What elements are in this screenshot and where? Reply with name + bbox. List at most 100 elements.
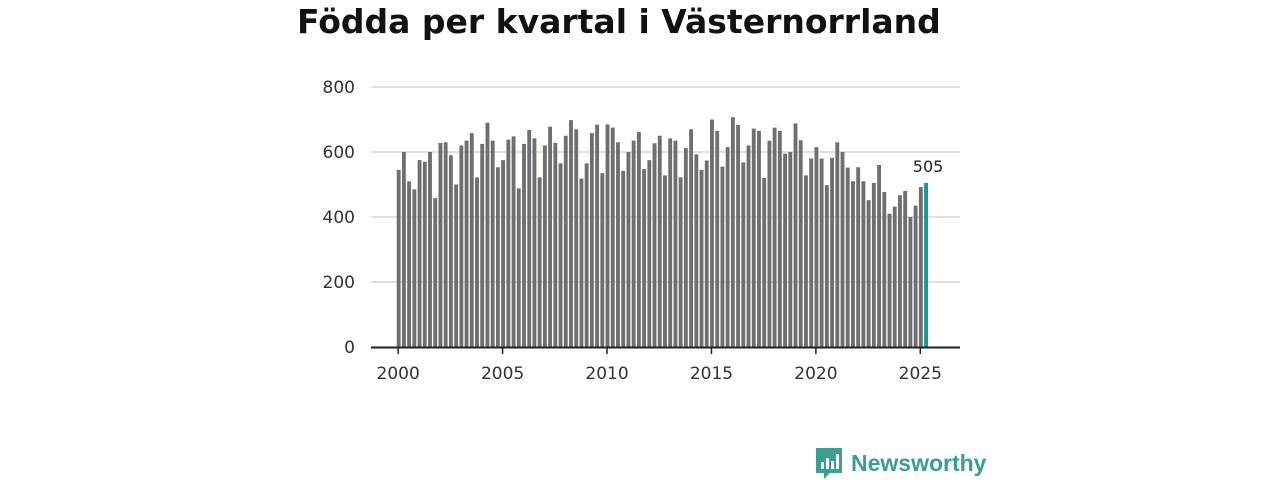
bar xyxy=(417,160,422,347)
bar-highlight xyxy=(924,182,928,347)
bar xyxy=(704,160,709,347)
bar xyxy=(715,130,720,347)
bar xyxy=(548,126,553,348)
bars xyxy=(396,117,928,348)
bar xyxy=(595,124,600,347)
bar xyxy=(501,160,506,347)
tick-labels: 0 200 400 600 800 505 2000 2005 2010 2015 2020 2025 xyxy=(323,78,944,384)
bar xyxy=(527,129,532,347)
bar xyxy=(678,177,683,347)
y-tick-label: 400 xyxy=(323,208,355,228)
bar xyxy=(558,163,563,347)
y-tick-label: 0 xyxy=(344,338,355,358)
bar xyxy=(511,136,516,347)
bar xyxy=(605,124,610,347)
y-tick-label: 200 xyxy=(323,273,355,293)
bar xyxy=(631,140,636,347)
bar xyxy=(694,154,699,347)
bar xyxy=(448,155,453,347)
bar xyxy=(469,133,474,347)
bar xyxy=(824,185,829,347)
bar xyxy=(673,140,678,347)
bar xyxy=(772,127,777,347)
bar xyxy=(835,142,840,347)
bar xyxy=(710,119,714,347)
bar xyxy=(918,187,923,347)
bar xyxy=(819,158,824,347)
bar xyxy=(657,135,662,347)
bar xyxy=(647,160,652,347)
bar xyxy=(725,147,730,347)
bar xyxy=(699,169,704,347)
bar xyxy=(851,181,855,347)
bar xyxy=(428,152,432,347)
bar xyxy=(589,133,594,347)
bar xyxy=(636,131,641,347)
bar xyxy=(720,166,725,347)
x-tick-label: 2000 xyxy=(377,364,420,384)
bar xyxy=(532,138,537,347)
bar xyxy=(804,175,808,347)
brand-name: Newsworthy xyxy=(851,449,987,476)
bar xyxy=(563,135,568,347)
bar xyxy=(903,191,908,347)
y-tick-label: 600 xyxy=(323,143,355,163)
x-tick-label: 2025 xyxy=(899,364,942,384)
bar xyxy=(730,117,735,347)
bar xyxy=(809,158,814,347)
bar xyxy=(892,206,897,347)
bar xyxy=(459,145,464,347)
bar xyxy=(412,189,417,347)
bar xyxy=(777,130,782,347)
x-tick-label: 2010 xyxy=(585,364,628,384)
bar xyxy=(569,120,573,348)
bar xyxy=(495,167,500,347)
chart-title: Födda per kvartal i Västernorrland xyxy=(297,2,941,41)
bar xyxy=(689,129,694,347)
bar xyxy=(856,167,861,347)
bar xyxy=(845,167,850,347)
bar xyxy=(584,163,589,347)
bar xyxy=(887,213,892,347)
bar xyxy=(475,177,479,347)
bar xyxy=(798,140,803,347)
bar xyxy=(877,165,881,347)
bar xyxy=(438,142,443,347)
bar xyxy=(668,138,673,347)
bar xyxy=(757,130,761,347)
bar xyxy=(516,188,521,347)
bar xyxy=(579,178,584,347)
bar xyxy=(882,191,887,347)
bar xyxy=(840,152,845,347)
bar xyxy=(396,169,401,347)
bar xyxy=(464,140,469,347)
bar xyxy=(762,178,767,347)
data-label: 505 xyxy=(913,157,944,176)
bar xyxy=(443,142,448,347)
bar xyxy=(746,145,751,347)
brand-logo: Newsworthy xyxy=(815,446,986,480)
bar xyxy=(574,129,579,347)
bar xyxy=(422,161,427,347)
bar xyxy=(741,162,746,347)
bar xyxy=(861,181,866,347)
bar xyxy=(626,152,631,347)
y-tick-label: 800 xyxy=(323,78,355,98)
axes xyxy=(371,346,960,354)
bar xyxy=(506,139,511,347)
bar xyxy=(616,142,620,347)
bar xyxy=(485,122,490,347)
bar xyxy=(814,147,819,347)
bar xyxy=(652,143,657,347)
bar xyxy=(908,217,913,347)
bar xyxy=(542,145,547,347)
bar xyxy=(751,128,756,347)
bar xyxy=(898,195,902,347)
bar xyxy=(913,205,918,347)
bar xyxy=(537,177,542,347)
bar xyxy=(433,198,438,347)
x-tick-label: 2015 xyxy=(690,364,733,384)
x-tick-label: 2020 xyxy=(794,364,837,384)
bar-chart-speech-bubble-icon xyxy=(816,448,842,479)
